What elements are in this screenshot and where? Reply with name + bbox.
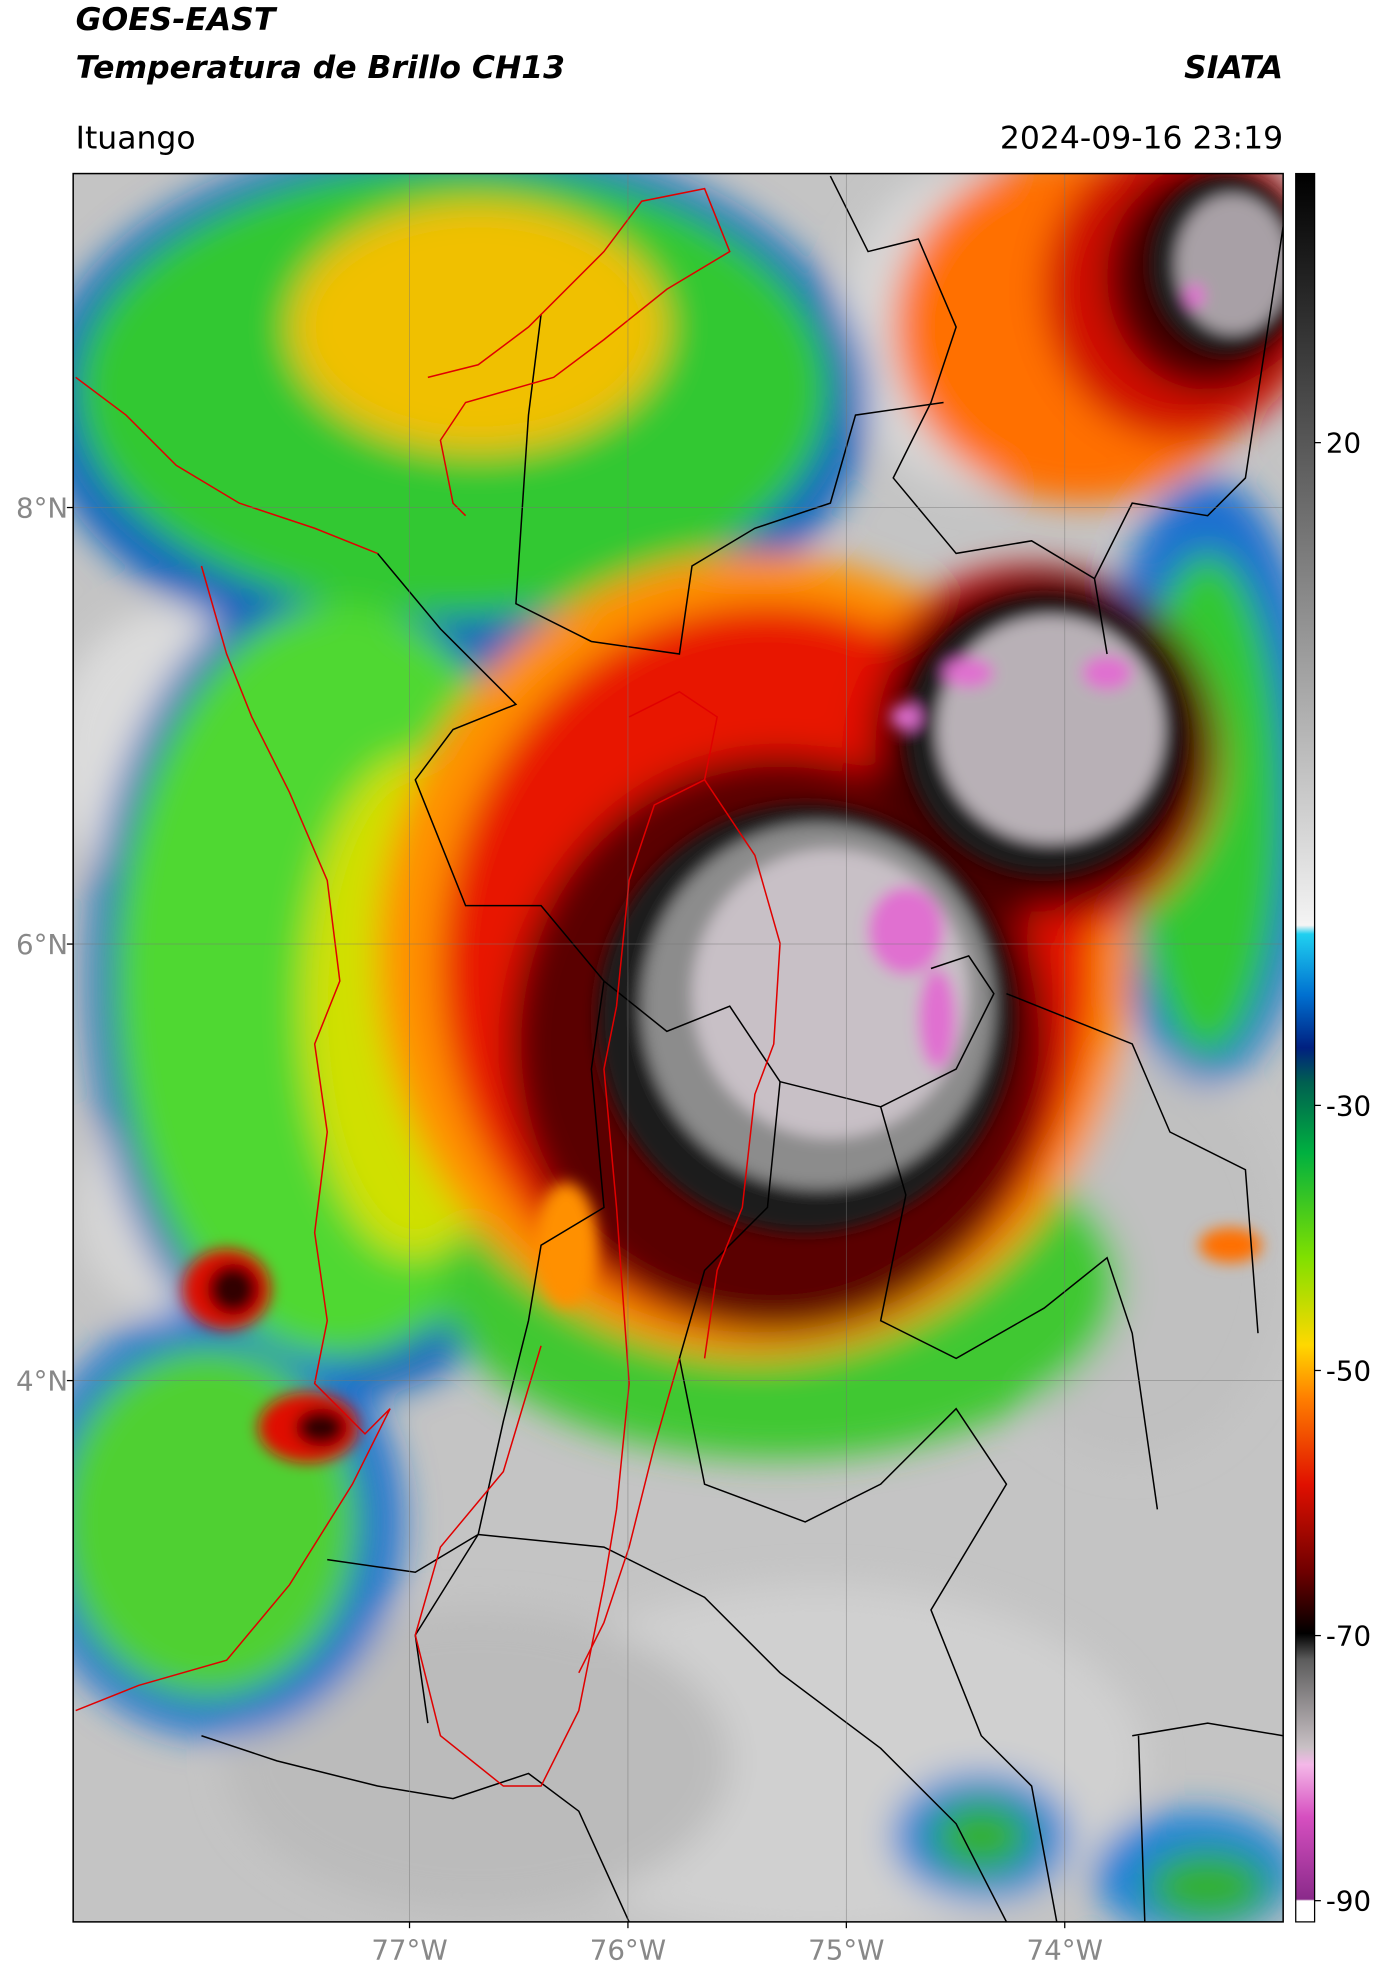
- colorbar: [1295, 172, 1316, 1923]
- datetime: 2024-09-16 23:19: [1000, 120, 1283, 156]
- lat-tick-label: 4°N: [16, 1365, 68, 1398]
- title: GOES-EAST: [76, 2, 278, 38]
- lon-tick-label: 77°W: [371, 1934, 447, 1967]
- lon-tick-label: 74°W: [1027, 1934, 1103, 1967]
- lat-tick-label: 6°N: [16, 928, 68, 961]
- lon-tick-label: 75°W: [808, 1934, 884, 1967]
- colorbar-tick-label: -70: [1326, 1620, 1371, 1653]
- lat-tick-label: 8°N: [16, 492, 68, 525]
- colorbar-tick-label: -50: [1326, 1355, 1371, 1388]
- colorbar-tick-label: 20: [1326, 427, 1361, 460]
- colorbar-tick-label: -90: [1326, 1885, 1371, 1918]
- colorbar-tick-label: -30: [1326, 1089, 1371, 1122]
- location: Ituango: [76, 120, 196, 156]
- satellite-image: [73, 173, 1284, 1922]
- lon-tick-label: 76°W: [590, 1934, 666, 1967]
- map-frame: [72, 172, 1284, 1923]
- subtitle: Temperatura de Brillo CH13: [76, 50, 565, 86]
- credit: SIATA: [1184, 50, 1283, 86]
